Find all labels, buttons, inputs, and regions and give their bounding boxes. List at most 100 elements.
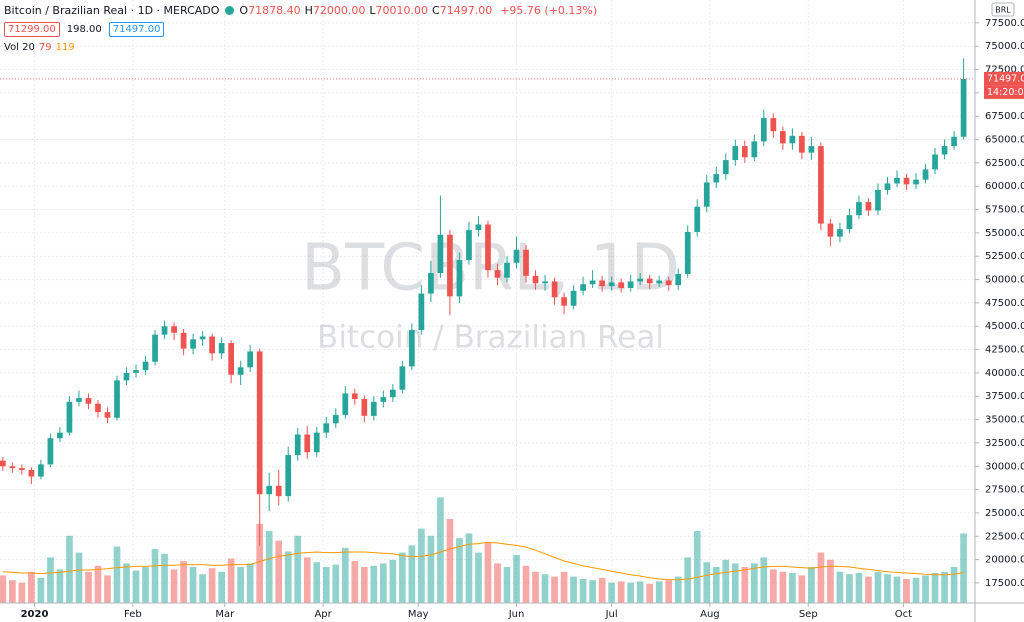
candle-body [656,280,663,284]
volume-bar [47,557,54,603]
volume-bar [446,519,454,603]
y-tick-label: 75000.00 [985,41,1024,52]
volume-ma-value: 119 [55,42,75,53]
ohlc-value: 71497.00 [439,4,493,17]
volume-bar [284,551,292,603]
volume-bar [494,563,501,603]
ohlc-label: O [239,4,249,17]
candle-body [28,469,35,477]
candle-body [466,230,472,260]
volume-bar [665,580,673,603]
volume-bar [132,570,140,603]
volume-bar [532,571,539,603]
volume-bar [237,567,244,603]
y-tick-label: 20000.00 [985,555,1024,566]
x-tick-label: Aug [700,609,720,620]
volume-bar [903,579,910,603]
volume-bar [370,565,378,603]
volume-bar [646,583,654,603]
candle-body [9,466,16,469]
y-tick-label: 37500.00 [985,391,1024,402]
y-tick-label: 42500.00 [985,345,1024,356]
candle-body [599,280,605,287]
candle-body [323,423,330,433]
volume-bar [484,543,492,603]
volume-bar [941,571,948,603]
candle-body [47,438,54,465]
candle-body [722,160,729,175]
volume-bar [608,582,615,603]
candle-body [161,326,168,335]
candle-body [589,280,596,285]
volume-bar [865,576,872,603]
candle-body [494,270,501,278]
volume-bar [674,576,682,603]
volume-bar [294,535,302,603]
volume-bar [170,569,178,603]
candle-body [114,380,120,418]
candle-body [304,434,311,453]
volume-bar [560,571,568,603]
x-tick-label: Oct [895,609,912,620]
candle-body [513,249,520,263]
ask[interactable]: 71497.00 [108,22,165,37]
volume-bar [332,564,340,603]
ohlc-label: L [369,4,376,17]
volume-bar [360,567,368,603]
x-tick-label: 2020 [21,609,49,620]
y-tick-label: 55000.00 [985,228,1024,239]
candle-body [922,169,929,180]
volume-bar [85,571,92,603]
x-tick-label: Jul [605,609,618,620]
currency-box[interactable] [991,2,1015,17]
candle-body [894,177,900,184]
volume-bar [579,579,587,603]
volume-bar [408,545,416,603]
volume-bar [684,557,692,603]
candle-body [199,336,206,340]
volume-bar [208,568,216,603]
bid[interactable]: 71299.00 [4,22,60,37]
market-status [225,6,235,15]
volume-bar [655,581,663,603]
candle-body [190,339,196,349]
volume-bar [722,559,730,603]
candle-body [703,182,710,207]
volume-bar [703,562,711,603]
candle-body [123,372,130,381]
candle-body [960,78,967,137]
y-tick-label: 57500.00 [985,205,1024,216]
volume-bar [123,563,130,603]
volume-bar [104,575,111,603]
y-tick-label: 72500.00 [985,65,1024,76]
volume-bar [503,567,511,603]
y-tick-label: 47500.00 [985,298,1024,309]
y-tick-label: 67500.00 [985,111,1024,122]
candle-body [542,281,548,284]
volume-bar [931,573,939,603]
volume-bar [313,562,321,603]
ohlc-value: 72000.00 [312,4,366,17]
x-tick-label: May [408,609,429,620]
volume-bar [9,580,16,603]
volume-name[interactable]: Vol 20 [4,42,35,53]
quote-boxes: 71299.00 198.00 71497.00 [4,22,168,37]
candle-body [789,135,796,144]
volume-bar [151,549,159,603]
y-tick-label: 52500.00 [985,251,1024,262]
candle-body [133,370,139,373]
volume-bar [351,561,359,603]
candle-body [104,412,111,418]
candle-body [228,343,234,375]
candle-body [209,336,215,354]
volume-bar [322,567,330,603]
volume-bar [808,567,815,603]
symbol-header: Bitcoin / Brazilian Real · 1D · MERCADO … [4,4,601,17]
candle-body [608,282,615,287]
candle-body [675,273,682,286]
candle-body [646,278,653,284]
candle-body [152,334,158,362]
volume-bar [418,528,425,603]
symbol-title[interactable]: Bitcoin / Brazilian Real · 1D · MERCADO [4,4,220,17]
candle-body [818,146,824,224]
